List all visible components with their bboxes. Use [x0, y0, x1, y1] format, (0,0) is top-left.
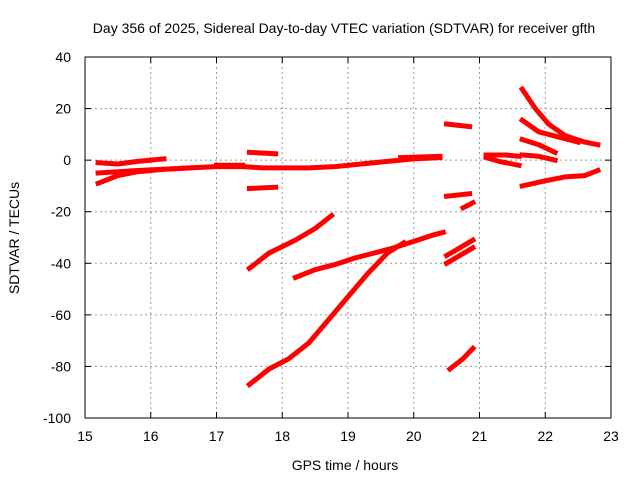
x-tick-label: 18 [274, 428, 290, 444]
axis-ticks [84, 56, 612, 419]
y-tick-label: 40 [55, 49, 71, 65]
x-tick-label: 16 [143, 428, 159, 444]
y-tick-label: -40 [51, 255, 71, 271]
y-tick-label: -100 [43, 410, 71, 426]
series-trace-6 [246, 149, 279, 157]
y-tick-label: -60 [51, 307, 71, 323]
series-trace-22 [519, 152, 559, 164]
series-trace-10 [292, 229, 447, 281]
y-tick-label: -20 [51, 204, 71, 220]
series-trace-12 [443, 190, 473, 199]
x-tick-label: 19 [340, 428, 356, 444]
series-trace-11 [443, 121, 473, 130]
y-tick-label: 0 [63, 152, 71, 168]
series-trace-9 [245, 239, 408, 389]
x-axis-title: GPS time / hours [292, 457, 399, 473]
x-tick-label: 22 [537, 428, 553, 444]
series-trace-8 [245, 212, 336, 272]
series-trace-13 [459, 199, 477, 212]
y-tick-label: -80 [51, 358, 71, 374]
series-trace-3 [95, 165, 193, 176]
grid [85, 57, 611, 418]
chart-title: Day 356 of 2025, Sidereal Day-to-day VTE… [93, 20, 595, 36]
series-trace-16 [446, 344, 477, 373]
data-traces [94, 85, 602, 389]
series-trace-23 [519, 167, 602, 189]
series-trace-18 [483, 152, 522, 160]
tick-labels: 15 16 17 18 19 20 21 22 23 -100 -80 -60 -40 -20 0 20 40 [43, 49, 619, 444]
series-trace-17 [483, 154, 522, 169]
x-tick-label: 17 [209, 428, 225, 444]
x-tick-label: 15 [77, 428, 93, 444]
series-trace-15 [443, 244, 477, 267]
y-axis-title: SDTVAR / TECUs [6, 182, 22, 294]
series-trace-21 [519, 136, 559, 156]
series-trace-14 [443, 236, 477, 259]
x-tick-label: 20 [406, 428, 422, 444]
series-trace-19 [518, 85, 601, 148]
series-trace-1 [95, 156, 167, 167]
y-tick-label: 20 [55, 101, 71, 117]
x-tick-label: 21 [472, 428, 488, 444]
series-trace-5 [398, 153, 443, 161]
x-tick-label: 23 [603, 428, 619, 444]
series-trace-7 [246, 184, 279, 192]
series-trace-20 [518, 116, 582, 146]
